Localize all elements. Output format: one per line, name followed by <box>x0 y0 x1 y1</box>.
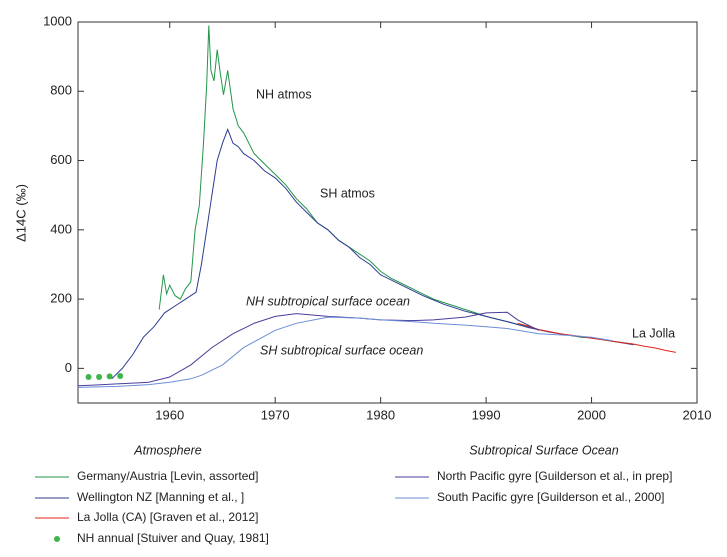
legend-label: NH annual [Stuiver and Quay, 1981] <box>77 531 269 545</box>
legend-label: South Pacific gyre [Guilderson et al., 2… <box>437 490 664 504</box>
annotation: NH atmos <box>256 87 312 101</box>
legend-label: La Jolla (CA) [Graven et al., 2012] <box>77 510 258 524</box>
y-tick-label: 1000 <box>43 13 72 28</box>
legend-marker <box>54 536 60 542</box>
annotation: SH atmos <box>320 186 375 200</box>
x-tick-label: 2000 <box>577 407 606 422</box>
legend-label: Germany/Austria [Levin, assorted] <box>77 469 258 483</box>
series-line <box>77 316 613 388</box>
x-tick-label: 2010 <box>683 407 712 422</box>
x-tick-label: 1990 <box>472 407 501 422</box>
x-tick-label: 1980 <box>366 407 395 422</box>
y-axis-label: Δ14C (‰) <box>13 184 28 242</box>
data-point <box>106 373 113 380</box>
data-point <box>85 374 92 381</box>
x-tick-label: 1970 <box>261 407 290 422</box>
section-label: Subtropical Surface Ocean <box>469 443 618 457</box>
y-tick-label: 0 <box>65 360 72 375</box>
annotation: NH subtropical surface ocean <box>246 294 410 308</box>
data-point <box>117 372 124 379</box>
series-line <box>517 322 676 353</box>
plot-frame <box>77 21 698 404</box>
series-line <box>111 127 634 380</box>
series-line <box>77 311 540 387</box>
data-point <box>96 374 103 381</box>
annotation: La Jolla <box>632 326 675 340</box>
x-tick-label: 1960 <box>155 407 184 422</box>
section-label: Atmosphere <box>133 443 201 457</box>
y-tick-label: 200 <box>50 291 72 306</box>
y-tick-label: 800 <box>50 83 72 98</box>
legend-label: Wellington NZ [Manning et al., ] <box>77 490 244 504</box>
annotation: SH subtropical surface ocean <box>260 343 423 357</box>
y-tick-label: 400 <box>50 221 72 236</box>
legend-label: North Pacific gyre [Guilderson et al., i… <box>437 469 672 483</box>
y-tick-label: 600 <box>50 152 72 167</box>
